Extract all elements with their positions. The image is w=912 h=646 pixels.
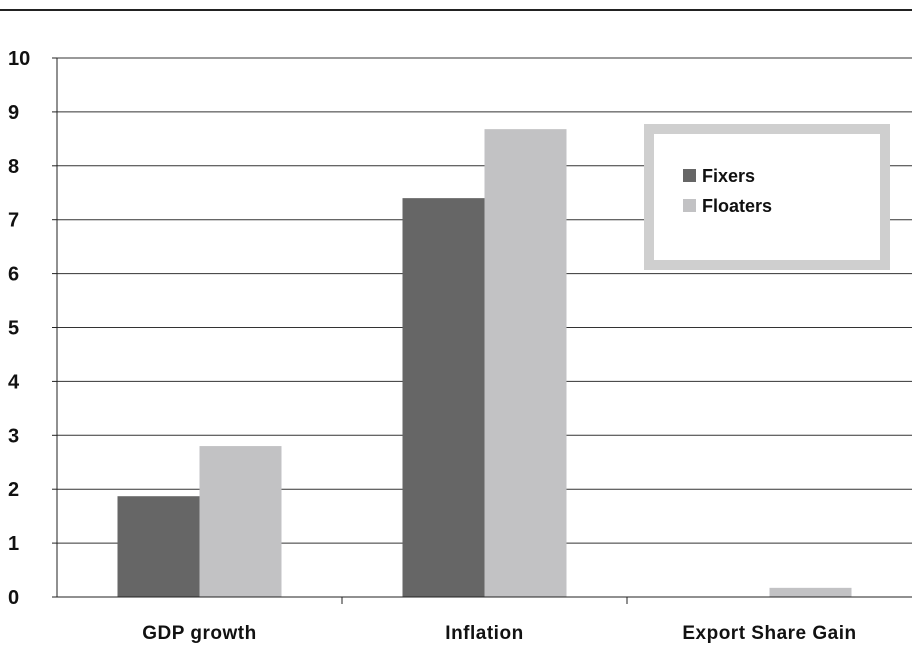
y-tick-label: 4 bbox=[8, 371, 20, 393]
y-tick-label: 2 bbox=[8, 479, 19, 501]
legend-label-fixers: Fixers bbox=[702, 166, 755, 186]
category-label: GDP growth bbox=[142, 623, 256, 644]
y-axis-ticks: 0 1 2 3 4 5 6 7 8 9 10 bbox=[8, 48, 57, 609]
y-tick-label: 5 bbox=[8, 318, 19, 340]
bar-floaters-1 bbox=[484, 129, 567, 597]
y-tick-label: 0 bbox=[8, 587, 19, 609]
y-tick-label: 6 bbox=[8, 264, 19, 286]
category-label: Export Share Gain bbox=[682, 623, 856, 644]
bar-floaters-0 bbox=[199, 446, 282, 597]
y-tick-label: 9 bbox=[8, 102, 19, 124]
bars bbox=[117, 129, 852, 597]
y-tick-label: 7 bbox=[8, 210, 19, 232]
y-tick-label: 10 bbox=[8, 48, 30, 70]
category-labels: GDP growth Inflation Export Share Gain bbox=[142, 623, 856, 644]
legend: Fixers Floaters bbox=[644, 124, 890, 270]
y-tick-label: 3 bbox=[8, 425, 19, 447]
category-label: Inflation bbox=[445, 623, 523, 644]
bar-floaters-2 bbox=[769, 587, 852, 597]
legend-swatch-floaters bbox=[683, 199, 696, 212]
y-tick-label: 1 bbox=[8, 533, 19, 555]
bar-fixers-0 bbox=[117, 496, 200, 597]
legend-label-floaters: Floaters bbox=[702, 196, 772, 216]
bar-fixers-1 bbox=[402, 198, 485, 597]
legend-box bbox=[644, 124, 890, 270]
legend-swatch-fixers bbox=[683, 169, 696, 182]
y-tick-label: 8 bbox=[8, 156, 19, 178]
x-axis-ticks bbox=[341, 597, 628, 604]
